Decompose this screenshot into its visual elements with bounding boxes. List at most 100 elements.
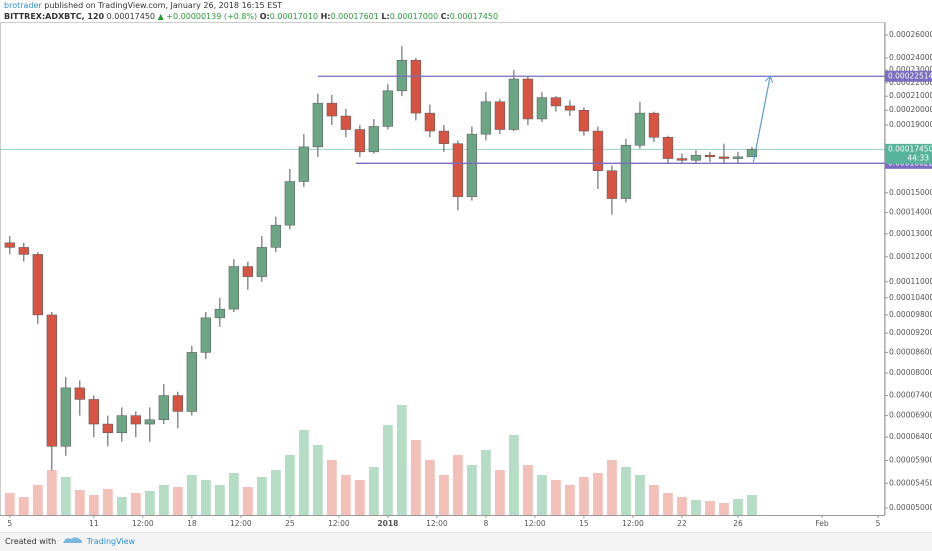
last-price-label: 0.00017450 [888,144,932,153]
published: published on TradingView.com, January 26… [44,1,283,10]
volume-bar [60,477,71,515]
volume-bar [453,455,463,515]
candle-body [102,423,113,433]
y-tick-label: 0.00006400 [889,432,932,441]
y-tick-label: 0.00005450 [889,478,932,487]
volume-bar [691,500,701,515]
x-tick-label: 12:00 [426,519,448,528]
x-tick-label: 5 [876,519,881,528]
candle-body [424,112,436,132]
candle-body [326,102,338,117]
header: brotrader published on TradingView.com, … [4,0,498,22]
x-tick-label: 12:00 [230,519,252,528]
volume-bar [144,491,155,515]
candle-body [508,78,520,130]
candle-body [298,146,310,182]
y-tick-label: 0.00024000 [889,53,932,62]
candle-body [396,60,408,92]
candle-body [606,170,618,199]
volume-bar [228,473,239,515]
candle-body [578,109,590,132]
x-tick-label: 8 [484,519,489,528]
volume-bar [705,501,715,515]
candle-body [592,130,604,171]
volume-bar [340,475,351,515]
candle-body [354,129,366,153]
x-tick-label: 12:00 [328,519,350,528]
candle-body [732,156,744,159]
candle-body [130,415,141,425]
y-tick-label: 0.00022000 [889,78,932,87]
y-tick-label: 0.00008600 [889,347,932,356]
y-tick-label: 0.00005000 [889,503,932,512]
volume-bar [551,480,561,515]
candle-body [186,352,197,412]
candle-body [228,266,240,310]
volume-bar [663,493,673,515]
volume-bar [382,425,393,515]
volume-bar [747,495,757,515]
y-tick-label: 0.00012000 [889,252,932,261]
chart: 0.00026000 0.00024000 0.00023000 0.00022000… [0,22,932,528]
volume-bar [649,485,659,515]
candle-body [200,317,211,353]
candle-body [480,101,492,135]
candle-body [662,137,674,159]
c-value: 0.00017450 [449,12,499,21]
y-tick-label: 0.00008000 [889,368,932,377]
volume-bar [368,467,379,515]
volume-bar [509,435,519,515]
candle-body [746,149,758,158]
volume-bar [537,475,547,515]
volume-bar [270,470,281,515]
y-tick-label: 0.00005900 [889,456,932,465]
volume-bar [481,450,491,515]
candle-body [172,395,183,412]
candle-body [648,112,660,138]
volume-bar [565,485,575,515]
y-tick-label: 0.00021000 [889,91,932,100]
candle-body [452,143,464,197]
x-tick-label: 25 [285,519,295,528]
x-tick-label: 2018 [377,519,398,528]
symbol: BITTREX:ADXBTC, 120 [4,12,105,21]
volume-bar [298,430,309,515]
candle-body [340,115,352,130]
volume-bar [312,445,323,515]
candle-body [312,102,324,148]
candle-body [368,126,380,153]
plot-area [0,46,885,515]
volume-bar [438,475,449,515]
volume-bar [579,477,589,515]
volume-bar [18,497,29,515]
candle-body [284,181,296,226]
x-tick-label: 18 [187,519,197,528]
x-tick-label: Feb [815,519,829,528]
candle-body [270,224,282,248]
volume-bar [467,465,477,515]
countdown: 44:33 [907,153,929,162]
volume-bar [116,497,127,515]
y-tick-label: 0.00015000 [889,188,932,197]
volume-bar [186,475,197,515]
last-price-box [885,143,932,164]
volume-bar [4,493,15,515]
candle-body [634,112,646,146]
logo [62,537,82,543]
volume-bar [74,490,85,515]
candle-body [410,60,422,114]
volume-bar [200,480,211,515]
x-tick-label: 11 [89,519,99,528]
y-tick-label: 0.00026000 [889,30,932,39]
volume-bar [130,493,141,515]
candle-body [60,387,71,447]
candle-body [676,158,688,161]
volume-bar [635,475,645,515]
volume-bar [424,460,435,515]
y-tick-label: 0.00014000 [889,208,932,217]
candle-body [704,154,716,158]
created-with: Created with [5,537,57,546]
y-tick-label: 0.00010400 [889,293,932,302]
candle-body [494,101,506,130]
